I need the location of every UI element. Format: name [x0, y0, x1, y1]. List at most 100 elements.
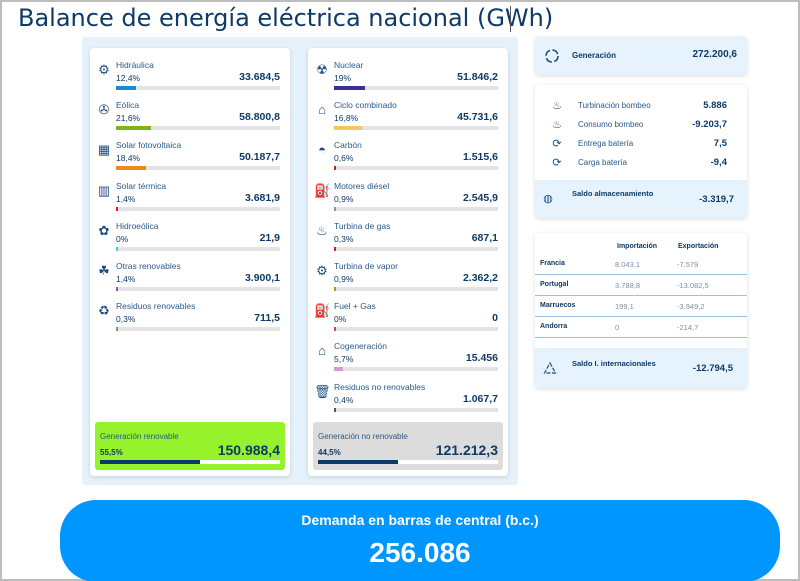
source-bar-fill: [334, 246, 336, 251]
country-row: Andorra 0 -214,7: [535, 318, 747, 338]
pumped-turbine-icon: ♨: [552, 100, 562, 112]
source-value: 50.187,7: [239, 151, 280, 164]
text-cursor: [510, 6, 511, 32]
storage-balance-icon: ◍: [543, 193, 553, 205]
import-value: 8.043,1: [615, 260, 641, 269]
source-percent: 16,8%: [334, 113, 359, 124]
solar-thermal-icon: ▥: [97, 182, 111, 198]
triangle-recycle-icon: [543, 361, 557, 375]
summary-label: Generación no renovable: [318, 432, 408, 441]
source-label: Turbina de vapor: [334, 261, 398, 271]
pumped-consumption-icon: ♨: [552, 119, 562, 131]
storage-row: ⟳ Carga batería -9,4: [535, 154, 747, 172]
source-label: Cogeneración: [334, 341, 387, 352]
source-percent: 1,4%: [116, 274, 136, 284]
source-bar-track: [334, 407, 498, 412]
source-value: 33.684,5: [239, 71, 280, 83]
source-bar-fill: [334, 367, 344, 372]
source-label: Solar fotovoltaica: [116, 140, 182, 151]
energy-source-row: ⌂ Cogeneración 5,7% 15.456: [308, 337, 508, 377]
source-value: 21,9: [259, 231, 280, 244]
energy-source-row: ▥ Solar térmica 1,4% 3.681,9: [90, 177, 290, 217]
source-label: Hidráulica: [116, 60, 154, 70]
country-row: Francia 8.043,1 -7.579: [535, 255, 747, 275]
storage-total-label: Saldo almacenamiento: [572, 189, 654, 198]
import-header: Importación: [617, 243, 658, 250]
summary-percent: 55,5%: [100, 448, 123, 457]
country-name: Andorra: [540, 323, 568, 330]
source-bar-track: [334, 206, 498, 211]
diesel-engine-icon: ⛽: [314, 182, 331, 198]
source-bar-track: [116, 166, 280, 171]
source-label: Otras renovables: [116, 261, 181, 271]
energy-source-row: ♻ Residuos renovables 0,3% 711,5: [90, 297, 290, 337]
storage-value: 5.886: [703, 100, 727, 111]
storage-label: Carga batería: [578, 158, 627, 167]
generation-total-card: Generación 272.200,6: [535, 37, 747, 75]
source-percent: 0,9%: [334, 274, 354, 284]
import-value: 199,1: [615, 302, 634, 311]
energy-source-row: ◓ Carbón 0,6% 1.515,6: [308, 136, 508, 176]
export-header: Exportación: [678, 243, 719, 250]
source-bar-track: [116, 126, 280, 131]
source-value: 58.800,8: [239, 111, 280, 124]
source-label: Turbina de gas: [334, 220, 391, 231]
source-value: 3.681,9: [244, 191, 280, 204]
energy-source-row: ⛽ Fuel + Gas 0% 0: [308, 297, 508, 337]
international-exchange-card: Importación Exportación Saldo I. interna…: [535, 233, 747, 388]
source-label: Solar térmica: [116, 180, 167, 191]
source-label: Nuclear: [334, 60, 364, 70]
source-bar-track: [116, 246, 280, 251]
gas-turbine-icon: ♨: [316, 222, 328, 238]
international-total: Saldo I. internacionales -12.794,5: [535, 348, 747, 388]
nonrenewable-card: Generación no renovable 44,5% 121.212,3 …: [308, 48, 508, 476]
fuel-gas-icon: ⛽: [314, 303, 331, 319]
energy-source-row: ⛽ Motores diésel 0,9% 2.545,9: [308, 177, 508, 217]
energy-source-row: ☘ Otras renovables 1,4% 3.900,1: [90, 257, 290, 297]
storage-row: ⟳ Entrega batería 7,5: [535, 135, 747, 153]
source-bar-track: [334, 246, 498, 251]
country-row: Portugal 3.788,8 -13.082,5: [535, 276, 747, 296]
source-bar-track: [334, 327, 498, 332]
source-value: 51.846,2: [457, 71, 498, 83]
export-value: -3.949,2: [677, 302, 705, 311]
summary-bar-fill: [318, 460, 399, 464]
country-name: Marruecos: [540, 302, 576, 309]
storage-total: ◍ Saldo almacenamiento -3.319,7: [535, 180, 747, 218]
hydro-icon: ⚙: [98, 62, 110, 77]
storage-value: -9,4: [710, 157, 727, 168]
demand-value: 256.086: [369, 537, 471, 568]
summary-bar-track: [100, 460, 280, 464]
renewable-summary: Generación renovable 55,5% 150.988,4: [95, 422, 285, 470]
hydro-wind-icon: ✿: [98, 222, 110, 238]
source-percent: 18,4%: [116, 153, 141, 164]
source-bar-fill: [116, 287, 119, 291]
energy-source-row: ✿ Hidroeólica 0% 21,9: [90, 217, 290, 257]
country-name: Portugal: [540, 281, 569, 288]
storage-label: Consumo bombeo: [578, 120, 644, 129]
storage-label: Entrega batería: [578, 139, 634, 148]
source-label: Fuel + Gas: [334, 301, 376, 312]
source-bar-fill: [334, 287, 336, 291]
export-value: -214,7: [677, 323, 699, 332]
source-bar-track: [116, 287, 280, 291]
renewable-waste-icon: ♻: [98, 303, 110, 319]
nonrenewable-waste-icon: 🗑: [314, 383, 331, 399]
storage-row: ♨ Turbinación bombeo 5.886: [535, 97, 747, 115]
international-total-label: Saldo I. internacionales: [572, 359, 656, 368]
summary-bar-track: [318, 460, 498, 464]
source-percent: 21,6%: [116, 113, 141, 124]
wind-icon: ✇: [98, 102, 110, 118]
source-percent: 12,4%: [116, 73, 141, 83]
source-bar-fill: [116, 86, 137, 90]
source-percent: 0%: [334, 314, 347, 325]
source-bar-fill: [334, 327, 336, 332]
storage-row: ♨ Consumo bombeo -9.203,7: [535, 116, 747, 134]
source-label: Motores diésel: [334, 180, 390, 191]
solar-pv-icon: ▦: [97, 142, 111, 158]
import-value: 0: [615, 323, 620, 332]
source-bar-track: [116, 86, 280, 90]
source-percent: 0,9%: [334, 193, 354, 204]
combined-cycle-icon: ⌂: [318, 102, 326, 118]
other-renewables-icon: ☘: [98, 263, 110, 278]
